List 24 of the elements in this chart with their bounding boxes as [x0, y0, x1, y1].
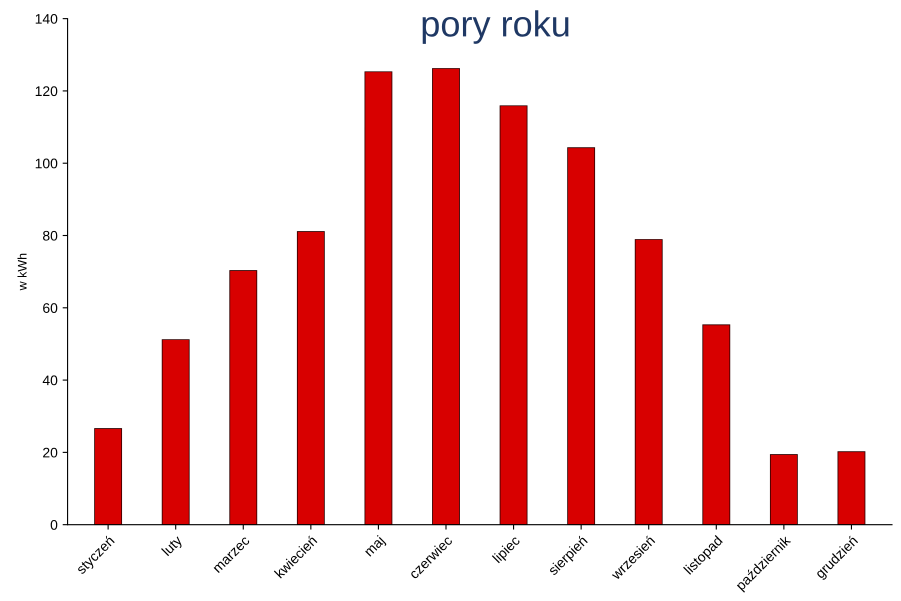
y-tick-label: 40: [42, 375, 58, 386]
bar: [634, 239, 663, 525]
bar: [229, 270, 258, 525]
y-tick-label: 100: [36, 158, 58, 168]
bar: [770, 454, 798, 525]
bar: [838, 451, 866, 525]
x-tick-label: maj: [363, 535, 387, 559]
bar: [702, 324, 730, 525]
bar: [296, 231, 325, 525]
bar: [364, 71, 392, 525]
bar: [432, 68, 460, 525]
y-tick-label: 140: [36, 14, 58, 24]
bar: [94, 428, 122, 525]
bar: [500, 105, 528, 525]
bar: [567, 147, 596, 525]
y-tick-label: 60: [43, 303, 58, 313]
chart-title: pory roku: [422, 10, 568, 44]
y-tick-label: 80: [43, 230, 58, 241]
y-tick-label: 0: [50, 520, 58, 530]
y-axis-title: w kWh: [17, 254, 27, 290]
y-tick-label: 120: [36, 86, 58, 96]
y-tick-label: 20: [43, 448, 58, 458]
bar: [162, 339, 190, 525]
x-tick-label: luty: [161, 534, 185, 558]
